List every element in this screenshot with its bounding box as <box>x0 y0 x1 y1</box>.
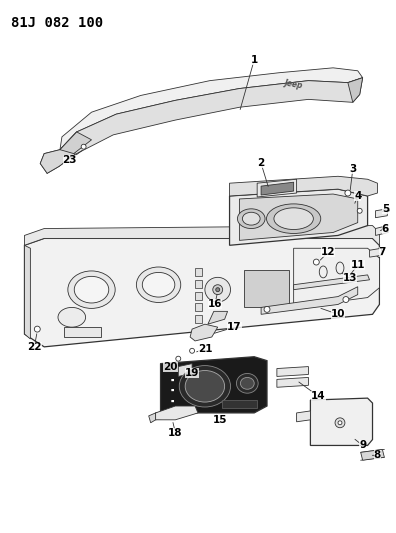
Polygon shape <box>208 311 228 324</box>
Ellipse shape <box>216 288 220 292</box>
Text: ■■: ■■ <box>170 367 177 370</box>
Ellipse shape <box>274 208 313 230</box>
Ellipse shape <box>34 326 40 332</box>
Text: 16: 16 <box>208 300 222 310</box>
Ellipse shape <box>335 418 345 427</box>
Ellipse shape <box>58 308 86 327</box>
Text: 17: 17 <box>227 322 242 332</box>
Polygon shape <box>195 292 202 300</box>
Ellipse shape <box>238 209 265 229</box>
Polygon shape <box>190 324 218 341</box>
Polygon shape <box>277 367 308 376</box>
Polygon shape <box>369 248 383 257</box>
Text: 18: 18 <box>168 427 183 438</box>
Ellipse shape <box>240 377 254 389</box>
Polygon shape <box>261 287 358 314</box>
Ellipse shape <box>267 204 321 233</box>
Ellipse shape <box>190 349 194 353</box>
Ellipse shape <box>74 276 109 303</box>
Polygon shape <box>59 78 363 166</box>
Text: 14: 14 <box>311 391 326 401</box>
Polygon shape <box>60 132 91 154</box>
Polygon shape <box>64 327 101 337</box>
Text: 23: 23 <box>63 155 77 165</box>
Polygon shape <box>25 245 30 339</box>
Ellipse shape <box>176 356 181 361</box>
Text: 9: 9 <box>359 440 366 450</box>
Polygon shape <box>294 275 369 289</box>
Text: 11: 11 <box>350 260 365 270</box>
Ellipse shape <box>142 272 175 297</box>
Text: 7: 7 <box>379 247 386 257</box>
Ellipse shape <box>213 285 223 295</box>
Polygon shape <box>277 377 308 387</box>
Text: 13: 13 <box>343 273 357 283</box>
Ellipse shape <box>136 267 181 303</box>
Polygon shape <box>149 413 156 423</box>
Polygon shape <box>40 132 77 173</box>
Polygon shape <box>222 400 257 408</box>
Polygon shape <box>195 268 202 276</box>
Ellipse shape <box>68 271 115 309</box>
Polygon shape <box>60 68 363 150</box>
Polygon shape <box>375 209 387 217</box>
Text: ■: ■ <box>170 377 173 382</box>
Text: 22: 22 <box>27 342 42 352</box>
Polygon shape <box>156 406 198 420</box>
Polygon shape <box>361 449 385 460</box>
Polygon shape <box>160 357 267 413</box>
Text: ■: ■ <box>170 388 173 392</box>
Text: 3: 3 <box>349 164 356 174</box>
Text: 4: 4 <box>354 191 362 201</box>
Ellipse shape <box>185 370 225 402</box>
Text: 15: 15 <box>212 415 227 425</box>
Text: 21: 21 <box>198 344 212 354</box>
Polygon shape <box>261 182 294 195</box>
Text: 10: 10 <box>331 309 345 319</box>
Text: 6: 6 <box>382 223 389 233</box>
Polygon shape <box>244 270 289 308</box>
Ellipse shape <box>313 259 319 265</box>
Ellipse shape <box>236 374 258 393</box>
Text: 1: 1 <box>251 55 258 65</box>
Ellipse shape <box>81 144 86 149</box>
Ellipse shape <box>357 208 362 213</box>
Ellipse shape <box>338 421 342 425</box>
Text: 5: 5 <box>382 204 389 214</box>
Polygon shape <box>195 280 202 288</box>
Text: Jeep: Jeep <box>284 78 304 91</box>
Ellipse shape <box>264 306 270 312</box>
Polygon shape <box>195 303 202 311</box>
Ellipse shape <box>345 190 351 196</box>
Polygon shape <box>348 78 363 102</box>
Polygon shape <box>230 176 377 196</box>
Polygon shape <box>25 238 379 347</box>
Ellipse shape <box>343 296 349 303</box>
Text: ■: ■ <box>170 399 173 403</box>
Ellipse shape <box>179 366 230 407</box>
Polygon shape <box>257 179 297 197</box>
Text: 8: 8 <box>374 450 381 461</box>
Polygon shape <box>178 364 192 376</box>
Text: 81J 082 100: 81J 082 100 <box>11 15 103 29</box>
Polygon shape <box>240 194 358 240</box>
Polygon shape <box>230 189 367 245</box>
Ellipse shape <box>242 212 260 225</box>
Text: 19: 19 <box>185 368 199 378</box>
Polygon shape <box>310 398 373 446</box>
Ellipse shape <box>205 277 230 302</box>
Text: 2: 2 <box>257 158 265 168</box>
Polygon shape <box>375 225 388 236</box>
Text: 12: 12 <box>321 247 335 257</box>
Polygon shape <box>294 248 379 308</box>
Polygon shape <box>195 316 202 323</box>
Polygon shape <box>297 411 310 422</box>
Text: 20: 20 <box>163 361 178 372</box>
Polygon shape <box>25 225 379 245</box>
